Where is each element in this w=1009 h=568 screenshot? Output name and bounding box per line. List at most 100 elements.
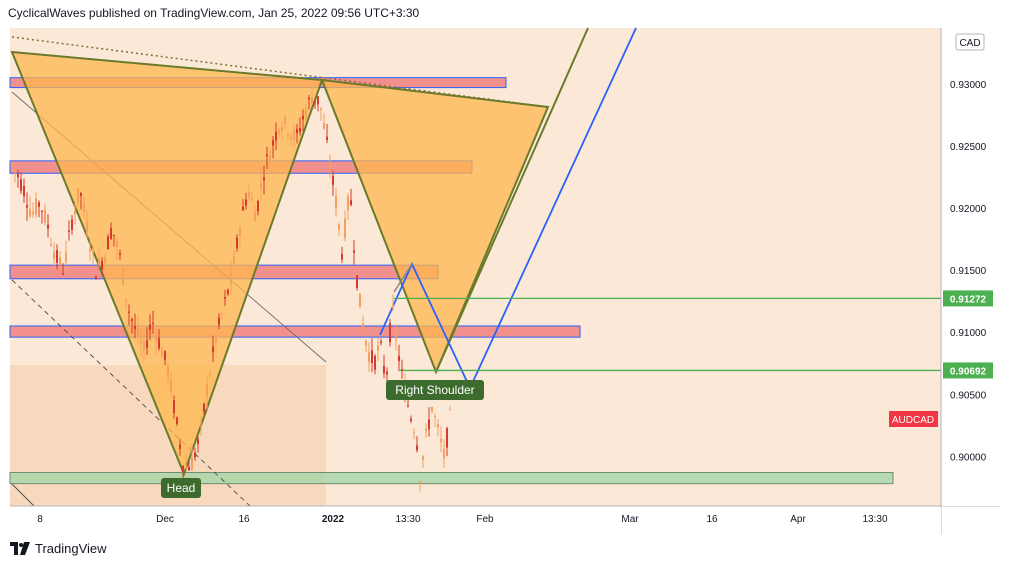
candle-body (113, 234, 115, 237)
candles-layer (11, 86, 451, 492)
price-tick-label: 0.90500 (950, 390, 987, 401)
price-tag[interactable] (943, 290, 993, 307)
candle-body (50, 243, 52, 246)
candle-body (332, 175, 334, 185)
candle-body (251, 198, 253, 201)
candle-body (161, 350, 163, 357)
projection-grey-segment[interactable] (393, 263, 413, 293)
price-tick-label: 0.92500 (950, 142, 987, 153)
candle-body (17, 173, 19, 178)
candle-body (86, 221, 88, 235)
footer: TradingView (10, 541, 107, 556)
channel-dashed-line[interactable] (11, 279, 251, 507)
candle-body (386, 371, 388, 375)
candle-body (20, 179, 22, 191)
candle-body (305, 110, 307, 119)
time-tick-label: 2022 (322, 514, 345, 525)
publisher-header: CyclicalWaves published on TradingView.c… (8, 6, 420, 20)
tradingview-brand[interactable]: TradingView (35, 541, 107, 556)
candle-body (35, 198, 37, 215)
candle-body (434, 416, 436, 418)
candle-body (134, 325, 136, 330)
candle-body (263, 177, 265, 181)
candle-body (215, 336, 217, 343)
candle-body (80, 193, 82, 197)
price-tag[interactable] (943, 362, 993, 379)
candle-body (431, 407, 433, 412)
right-shoulder-label-text: Right Shoulder (395, 383, 474, 397)
candle-body (338, 224, 340, 230)
candle-body (275, 131, 277, 141)
candle-body (89, 249, 91, 252)
candle-body (11, 163, 13, 165)
candle-body (377, 345, 379, 351)
time-tick-label: 13:30 (395, 514, 420, 525)
candle-body (224, 296, 226, 299)
candle-body (149, 324, 151, 330)
candle-body (188, 466, 190, 471)
candle-body (137, 327, 139, 338)
candle-body (122, 268, 124, 285)
level-lines-layer (394, 297, 941, 372)
projection-path[interactable] (379, 27, 637, 391)
time-tick-label: Apr (790, 514, 806, 525)
candle-body (389, 323, 391, 343)
candle-body (83, 203, 85, 212)
currency-badge[interactable] (955, 33, 985, 51)
candle-body (293, 130, 295, 141)
candle-body (296, 128, 298, 134)
candle-body (173, 400, 175, 414)
support-zone[interactable] (9, 471, 894, 485)
price-axis[interactable] (942, 28, 1000, 506)
candle-body (380, 341, 382, 343)
candle-body (203, 403, 205, 412)
candle-body (443, 448, 445, 459)
candle-body (98, 258, 100, 265)
candle-body (269, 155, 271, 162)
candle-body (59, 257, 61, 266)
candle-body (323, 123, 325, 129)
candle-body (347, 196, 349, 211)
time-tick-label: Feb (476, 514, 494, 525)
candle-body (140, 339, 142, 344)
candle-body (413, 431, 415, 433)
candle-body (446, 428, 448, 448)
price-tag-label: 0.91272 (950, 294, 987, 305)
pattern-extension-line[interactable] (435, 27, 589, 373)
head-label[interactable]: Head (161, 478, 201, 498)
candle-body (236, 237, 238, 249)
candle-body (254, 211, 256, 222)
time-tick-label: Mar (621, 514, 639, 525)
candle-body (281, 127, 283, 132)
right-shoulder-label[interactable]: Right Shoulder (386, 380, 484, 400)
price-axis-ticks: 0.93000 0.92500 0.92000 0.91500 0.91000 0.905… (950, 80, 987, 463)
candle-body (221, 313, 223, 315)
tradingview-logo-icon[interactable] (10, 542, 30, 555)
time-axis-ticks: 8 Dec 16 2022 13:30 Feb Mar 16 Apr 13:30 (37, 514, 888, 525)
candle-body (278, 129, 280, 134)
right-shoulder-triangle[interactable] (320, 78, 550, 375)
candle-body (383, 365, 385, 374)
candle-body (245, 199, 247, 206)
candle-body (14, 169, 16, 171)
channel-lower-line[interactable] (11, 483, 35, 507)
candle-body (164, 350, 166, 360)
candle-body (212, 346, 214, 353)
candle-body (266, 154, 268, 157)
candle-body (329, 166, 331, 169)
candle-body (110, 228, 112, 239)
candle-body (56, 250, 58, 263)
candle-body (29, 209, 31, 216)
price-tag-label: 0.90692 (950, 366, 987, 377)
symbol-badge[interactable]: AUDCAD (889, 411, 938, 427)
candle-body (71, 219, 73, 230)
time-tick-label: Dec (156, 514, 174, 525)
candle-body (437, 424, 439, 428)
candle-body (194, 452, 196, 458)
candle-body (248, 192, 250, 198)
candle-body (107, 236, 109, 250)
time-axis[interactable] (10, 507, 941, 534)
candle-body (116, 241, 118, 248)
resistance-zone[interactable] (9, 325, 581, 338)
